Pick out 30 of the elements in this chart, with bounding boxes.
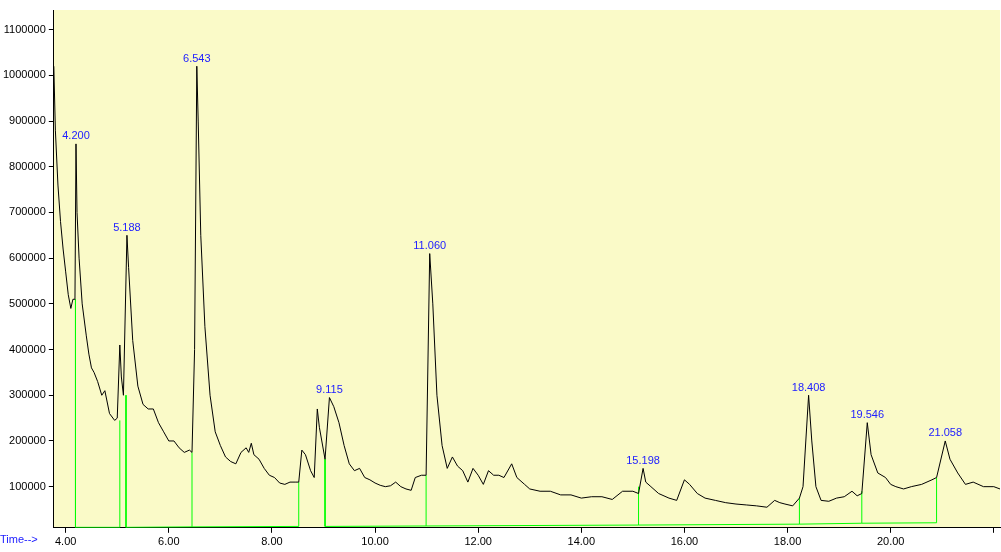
annotation: 18.408 (791, 380, 826, 393)
annotation: 21.058 (928, 426, 963, 439)
y-tick-label: 300000 (9, 388, 46, 401)
annotation: 11.060 (413, 239, 447, 252)
y-tick-label: 400000 (9, 342, 46, 355)
annotation: 6.543 (183, 51, 211, 64)
y-tick-label: 900000 (9, 114, 46, 127)
x-tick-label: 20.00 (876, 535, 905, 548)
y-tick-label: 1100000 (3, 22, 46, 35)
annotation: 15.198 (626, 453, 660, 466)
x-tick-label: 18.00 (773, 535, 802, 548)
x-axis-title: Time--> (0, 532, 38, 545)
x-tick-label: 12.00 (464, 535, 492, 548)
annotation: 5.188 (113, 220, 141, 233)
x-tick-label: 14.00 (567, 535, 596, 548)
x-tick-label: 10.00 (361, 535, 389, 548)
annotation: 4.200 (62, 129, 90, 142)
x-tick-label: 6.00 (158, 535, 180, 548)
x-tick-label: 8.00 (261, 535, 283, 548)
y-tick-label: 600000 (9, 251, 46, 264)
annotation: 19.546 (850, 408, 885, 421)
x-tick-label: 4.00 (54, 535, 77, 548)
y-tick-label: 500000 (9, 296, 46, 309)
annotation: 9.115 (316, 383, 343, 396)
y-tick-label: 700000 (9, 205, 46, 218)
x-tick-label: 16.00 (670, 535, 699, 548)
y-tick-label: 100000 (9, 479, 46, 492)
y-tick-label: 800000 (9, 159, 46, 172)
y-tick-label: 1000000 (3, 68, 46, 81)
y-tick-label: 200000 (9, 434, 46, 446)
